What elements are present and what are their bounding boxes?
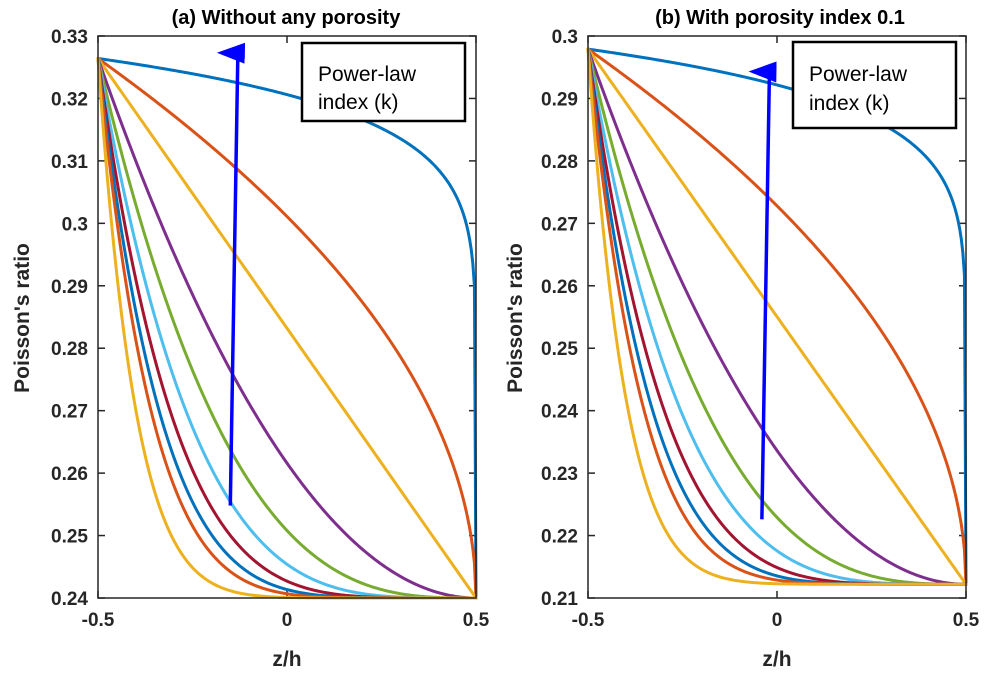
panel-b-annotation-arrow (748, 61, 777, 520)
y-tick-label: 0.28 (541, 152, 578, 173)
panel-b-annotation-line1: Power-law (809, 63, 908, 86)
panel-a: (a) Without any porosity Poisson's ratio… (11, 7, 490, 671)
panel-a-annotation-arrow (216, 42, 246, 506)
y-tick-label: 0.32 (51, 89, 88, 110)
panel-b: (b) With porosity index 0.1 Poisson's ra… (504, 7, 980, 671)
panel-a-xlabel: z/h (272, 648, 301, 671)
y-tick-label: 0.27 (541, 214, 578, 235)
panel-a-annotation-line2: index (k) (318, 91, 399, 114)
panel-a-plot-frame (97, 35, 477, 599)
y-tick-label: 0.23 (541, 464, 578, 485)
y-tick-label: 0.33 (51, 27, 88, 48)
panel-b-xlabel: z/h (762, 648, 791, 671)
series-line-k-3 (96, 56, 478, 600)
series-line-k-0-1 (586, 47, 968, 586)
x-tick-label: 0 (772, 610, 783, 631)
annotation-arrow-line (216, 42, 246, 506)
panel-b-title: (b) With porosity index 0.1 (655, 7, 905, 29)
series-line-k-10 (586, 47, 968, 586)
x-tick-label: 0.5 (463, 610, 490, 631)
x-tick-label: -0.5 (82, 610, 115, 631)
x-tick-label: -0.5 (572, 610, 605, 631)
y-tick-label: 0.28 (51, 339, 88, 360)
panel-b-annotation-box: Power-law index (k) (791, 40, 958, 130)
panel-a-series (96, 56, 478, 600)
panel-b-annotation-line2: index (k) (809, 92, 890, 115)
y-tick-label: 0.26 (541, 277, 578, 298)
y-tick-label: 0.26 (51, 464, 88, 485)
panel-b-ylabel: Poisson's ratio (504, 243, 527, 393)
y-tick-label: 0.22 (541, 527, 578, 548)
y-tick-label: 0.24 (541, 402, 578, 423)
panel-b-ticks: 0.21 0.22 0.23 0.24 0.25 0.26 0.27 0.28 0.29 0.3 -… (541, 27, 980, 631)
y-tick-label: 0.29 (51, 277, 88, 298)
annotation-arrow-line (748, 61, 777, 520)
y-tick-label: 0.24 (51, 589, 88, 610)
panel-a-annotation-line1: Power-law (318, 63, 417, 86)
y-tick-label: 0.3 (552, 27, 578, 48)
y-tick-label: 0.21 (541, 589, 578, 610)
panel-b-plot-frame (587, 35, 967, 599)
panel-a-title: (a) Without any porosity (172, 7, 402, 29)
panel-a-ticks: 0.24 0.25 0.26 0.27 0.28 0.29 0.3 0.31 0.32 0.33 -… (51, 27, 490, 631)
series-line-k-2 (96, 56, 478, 600)
y-tick-label: 0.25 (541, 339, 578, 360)
y-tick-label: 0.25 (51, 527, 88, 548)
y-tick-label: 0.29 (541, 89, 578, 110)
series-line-k-0-1 (96, 56, 478, 600)
series-line-k-1 (96, 56, 478, 600)
panel-a-annotation-box: Power-law index (k) (300, 41, 467, 123)
series-line-k-1 (586, 47, 968, 586)
panel-b-series (586, 47, 968, 586)
panel-a-ylabel: Poisson's ratio (11, 243, 34, 393)
series-line-k-3 (586, 47, 968, 586)
series-line-k-2 (586, 47, 968, 586)
x-tick-label: 0.5 (953, 610, 980, 631)
series-line-k-0-5 (96, 56, 478, 600)
series-line-k-0-5 (586, 47, 968, 586)
y-tick-label: 0.31 (51, 152, 88, 173)
y-tick-label: 0.3 (62, 214, 88, 235)
y-tick-label: 0.27 (51, 402, 88, 423)
x-tick-label: 0 (282, 610, 293, 631)
